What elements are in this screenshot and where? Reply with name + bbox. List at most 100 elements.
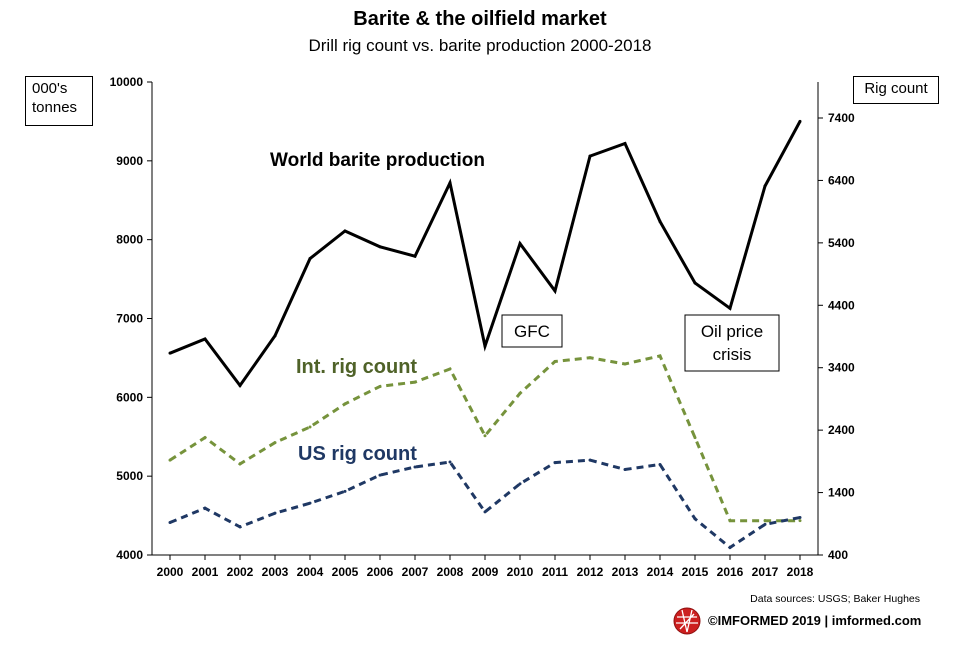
series-point-0 (343, 229, 347, 233)
series-point-0 (203, 337, 207, 341)
left-axis-unit-label: 000's tonnes (25, 76, 93, 126)
series-point-1 (588, 356, 592, 360)
series-point-1 (658, 354, 662, 358)
series-point-2 (203, 506, 207, 510)
x-tick-label: 2002 (227, 565, 254, 579)
series-point-2 (343, 489, 347, 493)
right-axis-unit-label: Rig count (853, 76, 939, 104)
x-tick-label: 2009 (472, 565, 499, 579)
series-point-2 (588, 458, 592, 462)
series-point-0 (448, 181, 452, 185)
series-point-1 (168, 458, 172, 462)
series-point-1 (308, 425, 312, 429)
x-tick-label: 2006 (367, 565, 394, 579)
x-tick-label: 2018 (787, 565, 814, 579)
oil-crisis-annotation-box (684, 314, 780, 372)
left-tick-label: 5000 (116, 469, 143, 483)
series-point-0 (518, 242, 522, 246)
right-tick-label: 6400 (828, 173, 855, 187)
series-point-1 (798, 519, 802, 523)
series-point-2 (518, 482, 522, 486)
x-tick-label: 2014 (647, 565, 674, 579)
series-point-2 (728, 546, 732, 550)
series-point-2 (448, 460, 452, 464)
series-point-0 (588, 154, 592, 158)
right-tick-label: 3400 (828, 361, 855, 375)
x-tick-label: 2011 (542, 565, 568, 579)
x-tick-label: 2003 (262, 565, 289, 579)
data-sources-note: Data sources: USGS; Baker Hughes (750, 593, 920, 605)
series-point-2 (483, 510, 487, 514)
series-point-1 (483, 434, 487, 438)
series-label-0: World barite production (270, 150, 485, 171)
x-tick-label: 2004 (297, 565, 324, 579)
series-point-2 (273, 511, 277, 515)
series-point-0 (273, 334, 277, 338)
series-point-1 (553, 359, 557, 363)
left-tick-label: 4000 (116, 548, 143, 562)
series-point-2 (798, 516, 802, 520)
series-label-1: Int. rig count (296, 356, 417, 378)
right-tick-label: 5400 (828, 236, 855, 250)
imformed-logo-icon (673, 607, 701, 635)
series-point-2 (308, 501, 312, 505)
x-tick-label: 2013 (612, 565, 639, 579)
series-point-0 (693, 281, 697, 285)
gfc-annotation-box (501, 314, 563, 348)
series-point-2 (553, 461, 557, 465)
series-point-0 (378, 245, 382, 249)
x-tick-label: 2000 (157, 565, 184, 579)
series-point-1 (273, 441, 277, 445)
series-point-1 (238, 462, 242, 466)
chart-subtitle: Drill rig count vs. barite production 20… (308, 36, 652, 55)
x-tick-label: 2010 (507, 565, 534, 579)
left-tick-label: 10000 (110, 75, 144, 89)
right-tick-label: 1400 (828, 486, 855, 500)
series-line-2 (169, 458, 801, 550)
x-tick-label: 2016 (717, 565, 744, 579)
series-point-0 (308, 257, 312, 261)
series-point-1 (693, 436, 697, 440)
series-point-0 (483, 344, 487, 348)
gfc-annotation-text: GFC (514, 322, 550, 341)
series-point-1 (518, 391, 522, 395)
series-point-1 (203, 436, 207, 440)
series-line-1 (169, 354, 800, 523)
series-point-2 (238, 525, 242, 529)
series-point-0 (553, 289, 557, 293)
left-tick-label: 9000 (116, 154, 143, 168)
x-tick-label: 2005 (332, 565, 359, 579)
series-point-0 (728, 306, 732, 310)
series-point-2 (623, 467, 627, 471)
series-point-2 (763, 522, 767, 526)
left-tick-label: 8000 (116, 233, 143, 247)
left-tick-label: 7000 (116, 312, 143, 326)
series-point-0 (238, 384, 242, 388)
series-point-1 (728, 519, 732, 523)
series-label-2: US rig count (298, 443, 417, 465)
series-point-0 (168, 351, 172, 355)
series-point-1 (448, 367, 452, 371)
right-tick-label: 4400 (828, 298, 855, 312)
oil-crisis-annotation-line2: crisis (713, 345, 752, 364)
x-tick-label: 2017 (752, 565, 779, 579)
x-tick-label: 2007 (402, 565, 429, 579)
x-tick-label: 2001 (192, 565, 219, 579)
right-tick-label: 2400 (828, 423, 855, 437)
series-point-2 (168, 521, 172, 525)
x-tick-label: 2015 (682, 565, 709, 579)
series-point-1 (413, 380, 417, 384)
chart-title: Barite & the oilfield market (353, 8, 607, 30)
series-point-1 (623, 362, 627, 366)
series-point-0 (413, 254, 417, 258)
series-point-0 (623, 141, 627, 145)
left-tick-label: 6000 (116, 390, 143, 404)
series-point-0 (798, 119, 802, 123)
x-tick-label: 2008 (437, 565, 464, 579)
series-point-1 (378, 384, 382, 388)
right-tick-label: 400 (828, 548, 848, 562)
series-point-2 (413, 465, 417, 469)
series-point-2 (658, 462, 662, 466)
right-tick-label: 7400 (828, 111, 855, 125)
